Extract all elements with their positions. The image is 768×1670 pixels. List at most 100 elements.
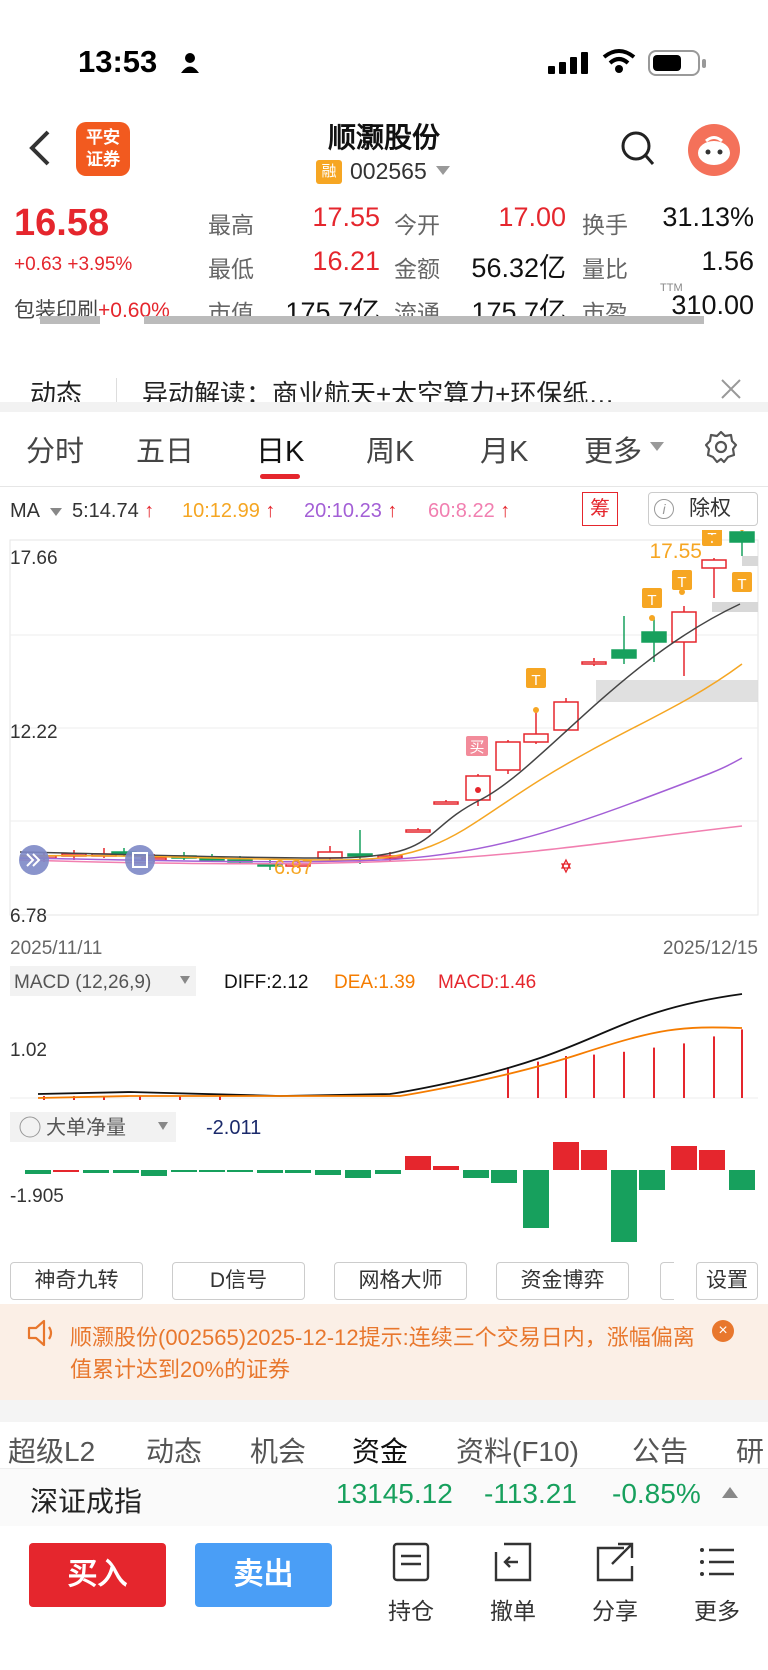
candle-body [729, 531, 755, 543]
active-tab-indicator [260, 474, 300, 479]
holdings-icon[interactable] [376, 1540, 446, 1586]
tabs-divider [0, 486, 768, 487]
stock-code[interactable]: 002565 [350, 158, 427, 184]
volume-ratio-label: 量比 [582, 256, 628, 282]
bigorder-bar [227, 1170, 253, 1172]
logo-line-2: 证券 [86, 150, 120, 169]
search-icon[interactable] [620, 130, 656, 168]
open-label: 今开 [394, 212, 440, 238]
y-tick-high: 17.66 [10, 548, 58, 569]
ma20-value: 20:10.23 ↑ [304, 500, 397, 523]
indicator-settings[interactable]: 设置 [696, 1262, 758, 1300]
t-marker-label: T [647, 592, 656, 609]
t-marker-label: T [677, 574, 686, 591]
tab-f10[interactable]: 资料(F10) [456, 1436, 579, 1467]
high-label: 最高 [208, 212, 254, 238]
index-ticker[interactable] [0, 1468, 768, 1526]
chevron-down-icon [180, 976, 190, 984]
assistant-avatar[interactable] [688, 124, 740, 176]
candle-body [553, 701, 579, 731]
bigorder-bar [553, 1142, 579, 1170]
chevron-down-icon[interactable] [650, 442, 664, 451]
nav-cancel-order[interactable]: 撤单 [490, 1598, 536, 1624]
macd-title: MACD (12,26,9) [14, 972, 151, 993]
back-arrow-icon[interactable] [22, 128, 62, 168]
diff-line [37, 993, 743, 1097]
bigorder-bar [699, 1150, 725, 1170]
ex-rights-button[interactable]: 除权 [648, 492, 758, 526]
logo-line-1: 平安 [86, 128, 120, 147]
alert-message[interactable]: 顺灏股份(002565)2025-12-12提示:连续三个交易日内，涨幅偏离值累… [70, 1325, 695, 1382]
section-divider [0, 402, 768, 412]
tab-more[interactable]: 更多 [584, 436, 643, 468]
bigorder-bar [171, 1170, 197, 1172]
share-icon[interactable] [580, 1540, 650, 1586]
cancel-order-icon[interactable] [478, 1540, 548, 1586]
nav-share[interactable]: 分享 [592, 1598, 638, 1624]
ma20-value-text: 20:10.23 [304, 500, 382, 522]
bigorder-bar [463, 1170, 489, 1178]
tab-capital[interactable]: 资金 [352, 1436, 409, 1467]
double-chevron-icon [26, 853, 41, 867]
bigorder-bar [491, 1170, 517, 1183]
tab-announcement[interactable]: 公告 [632, 1436, 689, 1467]
stock-name: 顺灏股份 [327, 122, 440, 153]
tab-five-day[interactable]: 五日 [136, 436, 195, 468]
indicator-nine-turn[interactable]: 神奇九转 [10, 1262, 143, 1300]
nav-holdings[interactable]: 持仓 [388, 1598, 434, 1624]
indicator-d-signal[interactable]: D信号 [172, 1262, 305, 1300]
bigorder-bar [83, 1170, 109, 1173]
arrow-up-icon: ↑ [494, 500, 511, 522]
zoom-handle[interactable] [125, 845, 155, 875]
buy-marker-label: 买 [469, 739, 484, 756]
indicator-grid-master[interactable]: 网格大师 [334, 1262, 467, 1300]
indicator-fund-game[interactable]: 资金博弈 [496, 1262, 629, 1300]
macd-label-bg [10, 966, 196, 996]
tab-opportunity[interactable]: 机会 [250, 1436, 307, 1467]
bigorder-bar [581, 1150, 607, 1170]
price-change: +0.63 +3.95% [14, 254, 133, 275]
current-price: 16.58 [14, 202, 110, 244]
sell-button[interactable]: 卖出 [195, 1543, 332, 1607]
chevron-down-icon[interactable] [436, 166, 450, 175]
bigorder-bar [375, 1170, 401, 1174]
tab-super-l2[interactable]: 超级L2 [8, 1436, 96, 1467]
buy-dot [475, 787, 481, 793]
buy-button[interactable]: 买入 [29, 1543, 166, 1607]
close-icon[interactable] [718, 376, 744, 402]
ma10-value-text: 10:12.99 [182, 500, 260, 522]
bigorder-bar [141, 1170, 167, 1176]
indicator-partial[interactable] [660, 1262, 674, 1300]
tab-intraday[interactable]: 分时 [26, 436, 85, 468]
kline-chart-area[interactable]: 17.6612.226.782025/11/112025/12/15TTTTT买… [0, 530, 768, 1250]
candle-body [405, 829, 431, 833]
tab-news[interactable]: 动态 [146, 1436, 203, 1467]
tab-weekly-k[interactable]: 周K [366, 436, 415, 468]
chip-distribution-button[interactable]: 筹 [582, 492, 618, 526]
ma-label[interactable]: MA [10, 500, 40, 522]
tab-research[interactable]: 研 [736, 1436, 765, 1467]
t-marker-bg [642, 588, 662, 608]
chevron-down-icon[interactable] [50, 508, 62, 516]
tab-daily-k[interactable]: 日K [256, 436, 305, 468]
bigorder-label-bg [10, 1112, 176, 1142]
chevron-up-icon[interactable] [722, 1487, 738, 1498]
news-scroll-remnant [40, 316, 704, 324]
gear-icon[interactable] [704, 430, 738, 464]
bigorder-bar [433, 1166, 459, 1170]
candle-body [701, 559, 727, 569]
low-label: 最低 [208, 256, 254, 282]
y-tick-low: 6.78 [10, 906, 47, 927]
more-menu-icon[interactable] [682, 1540, 752, 1586]
candle-body [671, 611, 697, 643]
signal-dot [709, 535, 715, 541]
nav-more[interactable]: 更多 [694, 1598, 740, 1624]
bigorder-bar [345, 1170, 371, 1178]
tab-monthly-k[interactable]: 月K [480, 436, 529, 468]
speaker-icon [27, 1319, 53, 1347]
volume-ratio-value: 1.56 [701, 246, 754, 276]
close-icon[interactable]: × [712, 1320, 734, 1342]
bigorder-bar [729, 1170, 755, 1190]
gap-band [596, 680, 758, 702]
